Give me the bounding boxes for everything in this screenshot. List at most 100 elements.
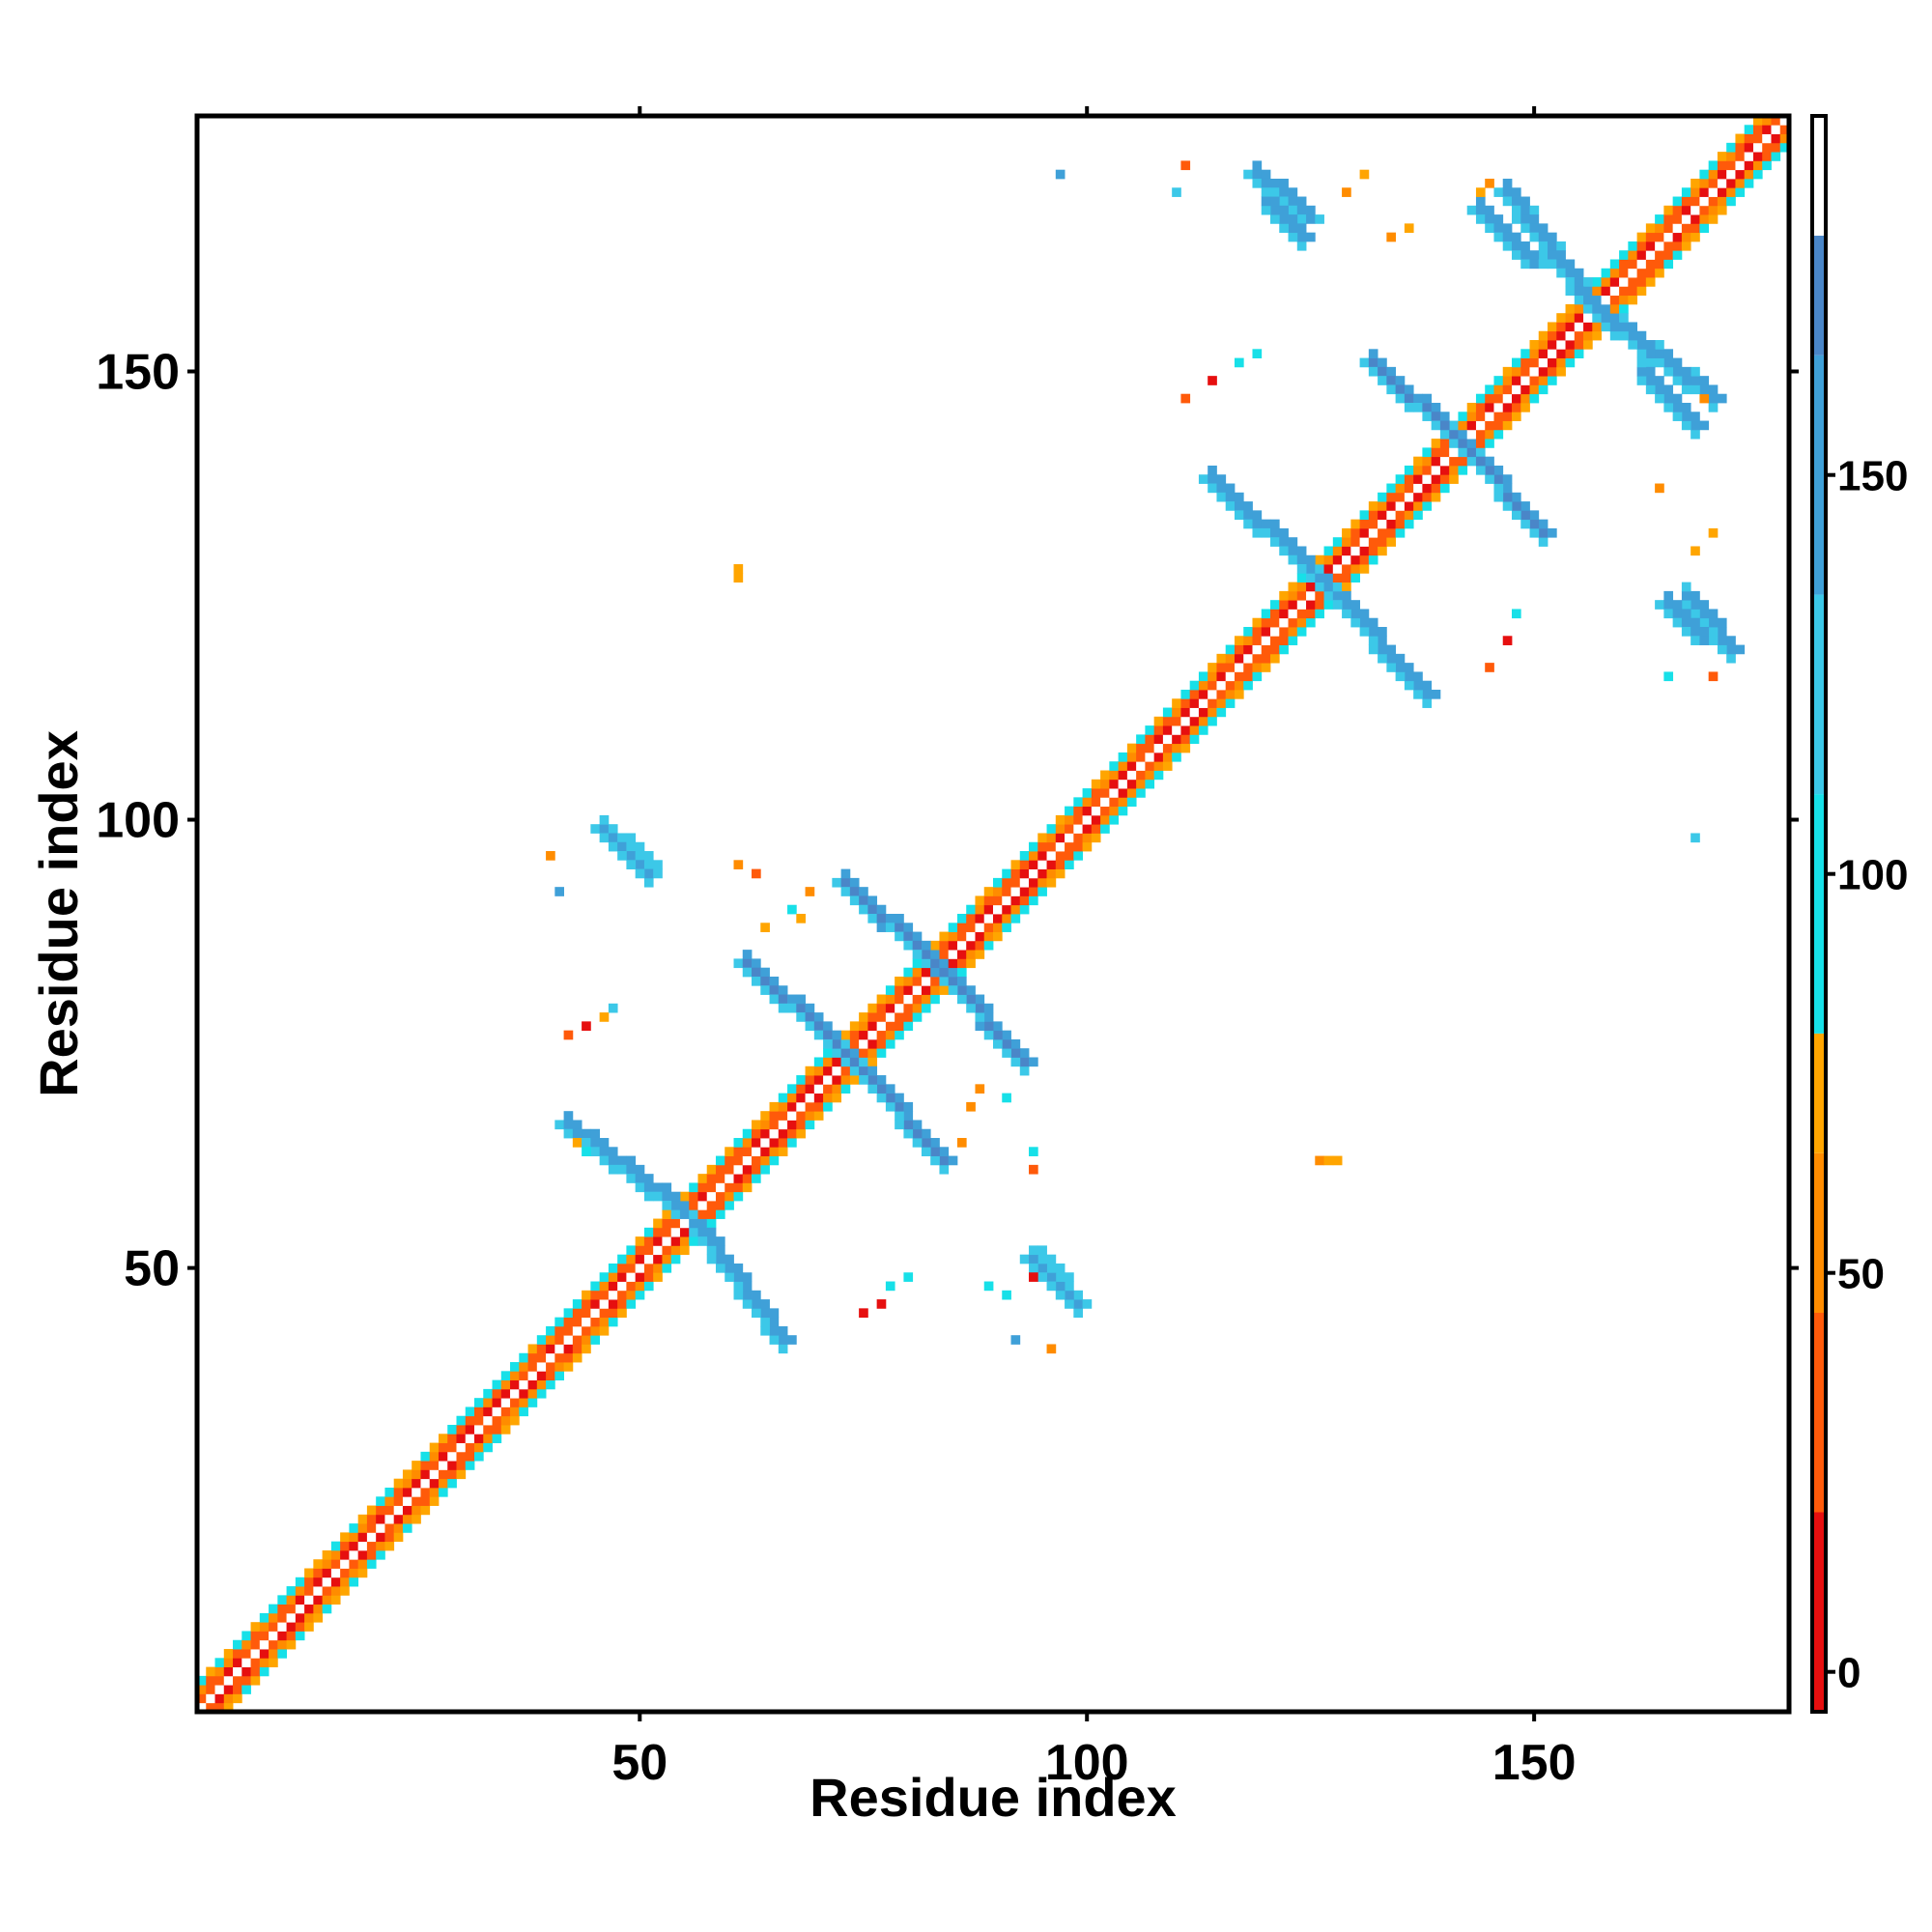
heatmap-cell (1261, 169, 1271, 180)
heatmap-cell (1548, 259, 1557, 270)
heatmap-cell (1010, 1335, 1021, 1345)
heatmap-cell (1252, 527, 1263, 538)
heatmap-cell (438, 1478, 448, 1489)
heatmap-cell (1270, 519, 1280, 529)
heatmap-cell (340, 1532, 350, 1543)
heatmap-cell (1359, 627, 1370, 637)
heatmap-cell (554, 1371, 564, 1381)
heatmap-cell (1270, 537, 1280, 547)
heatmap-cell (1485, 205, 1494, 215)
heatmap-cell (1574, 268, 1584, 278)
heatmap-cell (1672, 196, 1683, 207)
heatmap-cell (1681, 627, 1691, 637)
heatmap-cell (742, 1272, 753, 1282)
heatmap-cell (939, 958, 950, 969)
heatmap-cell (930, 958, 940, 969)
heatmap-cell (1574, 322, 1584, 332)
heatmap-cell (1029, 877, 1038, 888)
heatmap-cell (903, 923, 914, 932)
heatmap-cell (895, 1111, 904, 1121)
heatmap-cell (832, 1075, 842, 1085)
heatmap-cell (760, 1138, 770, 1148)
heatmap-cell (563, 1128, 574, 1139)
heatmap-cell (1726, 644, 1736, 655)
heatmap-cell (966, 931, 976, 942)
heatmap-cell (930, 985, 940, 995)
heatmap-cell (1538, 376, 1548, 385)
heatmap-cell (617, 1155, 627, 1166)
heatmap-cell (1019, 851, 1030, 861)
heatmap-cell (1055, 1272, 1065, 1282)
heatmap-cell (733, 1147, 744, 1156)
heatmap-cell (849, 1048, 860, 1058)
heatmap-cell (1565, 277, 1576, 287)
heatmap-cell (1699, 214, 1710, 224)
heatmap-cell (742, 1164, 753, 1175)
heatmap-cell (823, 1021, 833, 1032)
heatmap-cell (1422, 680, 1433, 691)
heatmap-cell (483, 1434, 493, 1443)
heatmap-cell (1288, 537, 1298, 547)
heatmap-cell (1655, 268, 1664, 278)
heatmap-cell (206, 1675, 215, 1686)
heatmap-cell (1779, 142, 1790, 153)
heatmap-cell (1118, 788, 1128, 798)
heatmap-cell (582, 1138, 591, 1148)
heatmap-cell (752, 1138, 761, 1148)
heatmap-cell (1046, 1254, 1057, 1264)
heatmap-cell (250, 1649, 261, 1659)
heatmap-cell (340, 1586, 350, 1596)
heatmap-cell (1046, 824, 1057, 834)
heatmap-cell (1762, 125, 1772, 134)
heatmap-cell (269, 1612, 278, 1623)
heatmap-cell (1404, 501, 1414, 511)
heatmap-cell (1449, 420, 1459, 431)
heatmap-cell (742, 1155, 753, 1166)
heatmap-cell (412, 1461, 421, 1470)
heatmap-cell (670, 1254, 681, 1264)
heatmap-cell (1404, 402, 1414, 412)
heatmap-cell (1029, 1057, 1038, 1067)
heatmap-cell (223, 1693, 234, 1704)
heatmap-cell (1002, 1038, 1011, 1049)
heatmap-cell (572, 1308, 582, 1319)
heatmap-cell (465, 1451, 475, 1462)
heatmap-cell (599, 1290, 610, 1300)
heatmap-cell (813, 1084, 824, 1094)
heatmap-cell (752, 1174, 761, 1183)
heatmap-cell (1252, 627, 1263, 637)
heatmap-cell (1681, 223, 1691, 234)
heatmap-cell (796, 1084, 806, 1094)
heatmap-cell (357, 1514, 368, 1524)
heatmap-cell (1359, 510, 1370, 521)
heatmap-cell (1073, 806, 1083, 816)
heatmap-cell (1073, 1290, 1083, 1300)
heatmap-cell (1717, 205, 1727, 215)
heatmap-cell (769, 1111, 780, 1121)
heatmap-cell (527, 1388, 538, 1399)
heatmap-cell (420, 1451, 431, 1462)
heatmap-cell (1636, 357, 1647, 368)
heatmap-cell (1010, 1057, 1021, 1067)
heatmap-cell (626, 851, 637, 861)
heatmap-cell (876, 1003, 887, 1013)
heatmap-cell (1502, 393, 1513, 404)
heatmap-cell (1475, 456, 1486, 467)
heatmap-cell (885, 1084, 895, 1094)
heatmap-cell (1189, 707, 1200, 718)
heatmap-cell (492, 1379, 502, 1390)
heatmap-cell (778, 1093, 788, 1103)
heatmap-cell (1752, 125, 1763, 134)
heatmap-cell (286, 1622, 297, 1632)
heatmap-cell (1663, 366, 1674, 377)
heatmap-cell (670, 1245, 681, 1256)
heatmap-cell (1315, 582, 1324, 592)
heatmap-cell (1475, 187, 1486, 197)
heatmap-cell (823, 1038, 833, 1049)
heatmap-cell (769, 1325, 780, 1336)
heatmap-cell (635, 1281, 645, 1292)
heatmap-cell (1574, 330, 1584, 341)
heatmap-cell (1172, 707, 1181, 718)
heatmap-cell (1350, 527, 1360, 538)
heatmap-cell (1091, 788, 1101, 798)
